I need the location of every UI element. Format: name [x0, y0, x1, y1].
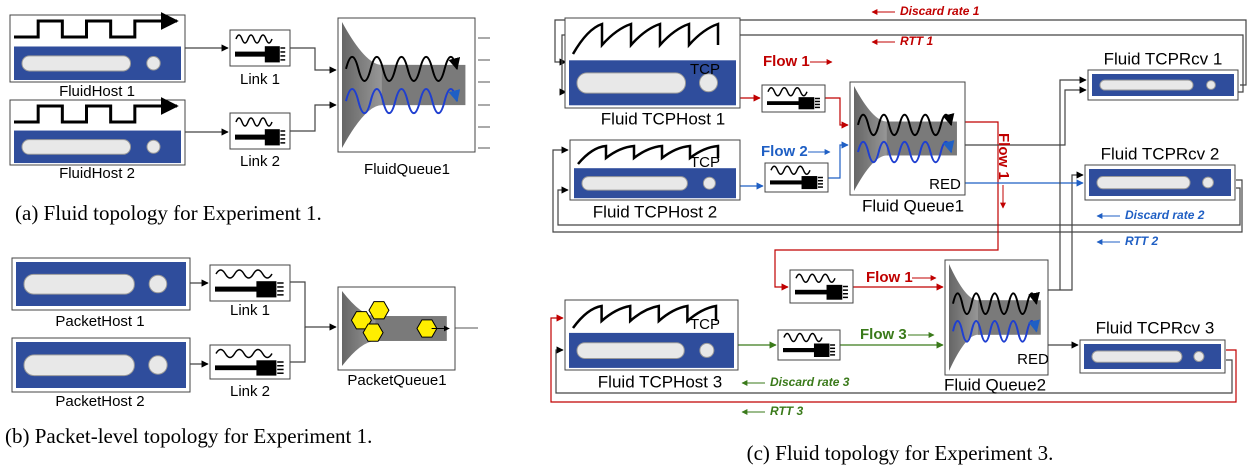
cable [783, 348, 817, 352]
label: RTT 3 [770, 404, 803, 418]
label: RED [929, 176, 961, 193]
label: Fluid TCPRcv 3 [1096, 318, 1215, 337]
host-led [149, 356, 167, 374]
label: RED [1017, 351, 1049, 368]
label: TCP [690, 316, 720, 333]
label: RTT 1 [900, 34, 933, 48]
host-slot [577, 73, 686, 93]
label: Flow 1 [866, 269, 913, 286]
cable [215, 365, 259, 370]
label: FluidQueue1 [364, 161, 450, 178]
host-led [1203, 177, 1214, 188]
host-slot [22, 56, 131, 71]
connector [825, 98, 848, 125]
label: TCP [690, 61, 720, 78]
connector [965, 90, 1086, 145]
connector [290, 327, 305, 362]
host-slot [577, 343, 684, 359]
host-slot [1092, 351, 1182, 362]
packet [363, 324, 383, 341]
label: Flow 1 [763, 53, 810, 70]
label: RTT 2 [1125, 234, 1158, 248]
label: Fluid TCPHost 3 [598, 372, 722, 391]
label: FluidHost 1 [59, 83, 135, 100]
host-slot [22, 140, 131, 155]
connector [828, 145, 848, 178]
label: Link 1 [230, 302, 270, 319]
host-led [149, 275, 167, 293]
cable [215, 287, 259, 292]
plug [814, 344, 830, 358]
cable [770, 180, 805, 184]
connector [290, 282, 336, 327]
label: Discard rate 1 [900, 4, 980, 18]
plug [265, 46, 280, 62]
plug [265, 129, 280, 145]
label: Fluid TCPHost 1 [601, 109, 725, 128]
label: Fluid Queue1 [862, 196, 964, 215]
label: (b) Packet-level topology for Experiment… [5, 424, 372, 448]
label: (c) Fluid topology for Experiment 3. [747, 441, 1054, 465]
host-led [1194, 352, 1204, 362]
label: PacketHost 2 [55, 393, 144, 410]
label: FluidHost 2 [59, 165, 135, 182]
label: Discard rate 3 [770, 375, 850, 389]
buffer [887, 122, 957, 156]
label: Fluid TCPHost 2 [593, 202, 717, 221]
plug [802, 176, 818, 189]
host-slot [24, 274, 134, 294]
label: Fluid Queue2 [944, 375, 1046, 394]
label: PacketQueue1 [347, 372, 446, 389]
connector [290, 48, 336, 70]
label: Fluid TCPRcv 1 [1104, 49, 1223, 68]
plug [827, 285, 843, 300]
label: Link 1 [240, 71, 280, 88]
figure: FluidHost 1 FluidHost 2 Link 1 Link 2 FluidQ… [0, 0, 1252, 470]
cable [235, 135, 268, 140]
host-slot [582, 177, 687, 191]
label: TCP [690, 154, 720, 171]
label: Flow 1 [995, 133, 1012, 180]
host-led [700, 343, 714, 357]
label: Flow 2 [761, 143, 808, 160]
label: Flow 3 [860, 326, 907, 343]
host-slot [1097, 177, 1190, 189]
label: Link 2 [240, 153, 280, 170]
host-led [1207, 81, 1216, 90]
cable [235, 52, 268, 57]
label: Discard rate 2 [1125, 208, 1205, 222]
label: Fluid TCPRcv 2 [1101, 144, 1220, 163]
label: (a) Fluid topology for Experiment 1. [15, 201, 322, 225]
plug [256, 281, 276, 297]
plug [799, 97, 815, 109]
host-slot [1100, 80, 1193, 90]
host-led [147, 140, 160, 153]
label: Link 2 [230, 383, 270, 400]
connector [290, 105, 336, 131]
host-slot [24, 355, 134, 376]
label: PacketHost 1 [55, 313, 144, 330]
connector [1060, 80, 1086, 290]
host-led [703, 177, 715, 189]
plug [256, 360, 276, 375]
cable [795, 290, 830, 295]
host-led [147, 57, 160, 70]
packet [369, 302, 389, 319]
cable [767, 101, 802, 105]
